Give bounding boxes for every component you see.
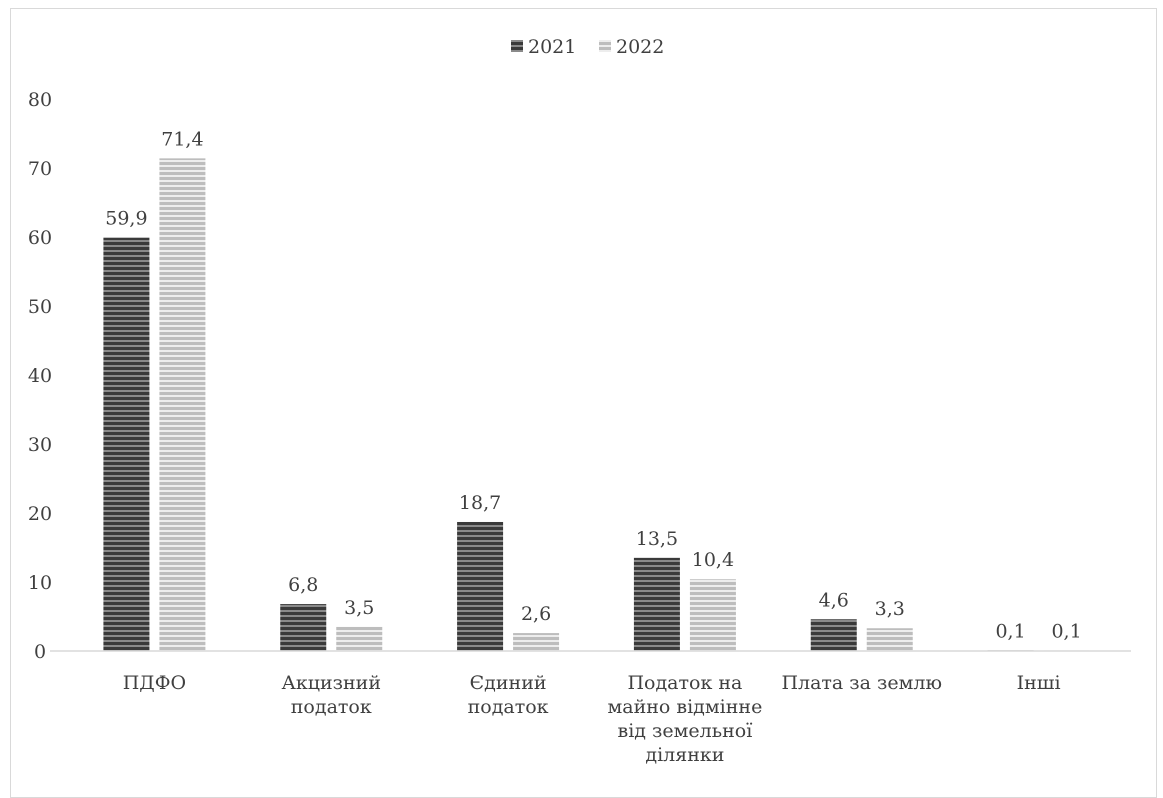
y-tick-label: 20 xyxy=(28,503,52,525)
legend-swatch-2022 xyxy=(599,40,611,52)
data-label: 3,5 xyxy=(344,597,374,619)
data-labels: 59,9 71,4 6,8 3,5 18,7 2,6 13,5 10,4 4,6 3,3 0,1 0,… xyxy=(105,128,1081,642)
y-tick-label: 50 xyxy=(28,296,52,318)
y-tick-label: 70 xyxy=(28,158,52,180)
x-tick-label-line: ділянки xyxy=(645,744,724,766)
data-label: 71,4 xyxy=(161,128,203,150)
x-tick-label-line: Інші xyxy=(1017,672,1061,694)
data-label: 0,1 xyxy=(995,620,1025,642)
data-label: 18,7 xyxy=(459,492,501,514)
x-tick-label-line: ПДФО xyxy=(123,672,186,694)
x-tick-label: Плата за землю xyxy=(781,672,942,694)
bar-2021 xyxy=(633,557,680,651)
bar-2022 xyxy=(866,628,913,651)
data-label: 13,5 xyxy=(636,528,678,550)
y-tick-label: 80 xyxy=(28,89,52,111)
x-tick-label-line: Податок на xyxy=(627,672,742,694)
y-axis: 0 10 20 30 40 50 60 70 80 xyxy=(28,89,52,663)
x-tick-label-line: Плата за землю xyxy=(781,672,942,694)
data-label: 10,4 xyxy=(692,549,734,571)
bars xyxy=(103,158,1090,651)
x-tick-label-line: майно відмінне xyxy=(608,696,763,718)
x-tick-label: Акцизний податок xyxy=(282,672,382,718)
y-tick-label: 10 xyxy=(28,572,52,594)
bar-2021 xyxy=(103,237,150,651)
data-label: 0,1 xyxy=(1051,620,1081,642)
x-tick-label: Податок на майно відмінне від земельної діл… xyxy=(608,672,763,766)
y-tick-label: 40 xyxy=(28,365,52,387)
y-tick-label: 60 xyxy=(28,227,52,249)
x-tick-label: Єдиний податок xyxy=(468,672,549,718)
x-tick-label: Інші xyxy=(1017,672,1061,694)
bar-2022 xyxy=(689,579,736,651)
data-label: 2,6 xyxy=(521,603,551,625)
data-label: 4,6 xyxy=(819,589,849,611)
bar-2021 xyxy=(457,521,504,651)
bar-2022 xyxy=(159,158,206,651)
x-tick-label: ПДФО xyxy=(123,672,186,694)
y-tick-label: 0 xyxy=(34,641,46,663)
bar-2021 xyxy=(280,604,327,651)
bar-2021 xyxy=(810,619,857,651)
x-tick-label-line: Єдиний xyxy=(470,672,547,694)
legend-label-2022: 2022 xyxy=(616,36,664,58)
x-tick-label-line: податок xyxy=(291,696,372,718)
bar-2022 xyxy=(513,633,560,651)
legend: 2021 2022 xyxy=(511,36,664,58)
x-tick-label-line: від земельної xyxy=(618,720,753,742)
data-label: 3,3 xyxy=(875,598,905,620)
legend-swatch-2021 xyxy=(511,40,523,52)
bar-2022 xyxy=(336,626,383,651)
legend-label-2021: 2021 xyxy=(528,36,576,58)
y-tick-label: 30 xyxy=(28,434,52,456)
x-tick-label-line: податок xyxy=(468,696,549,718)
x-tick-label-line: Акцизний xyxy=(282,672,382,694)
data-label: 6,8 xyxy=(288,574,318,596)
data-label: 59,9 xyxy=(105,208,147,230)
